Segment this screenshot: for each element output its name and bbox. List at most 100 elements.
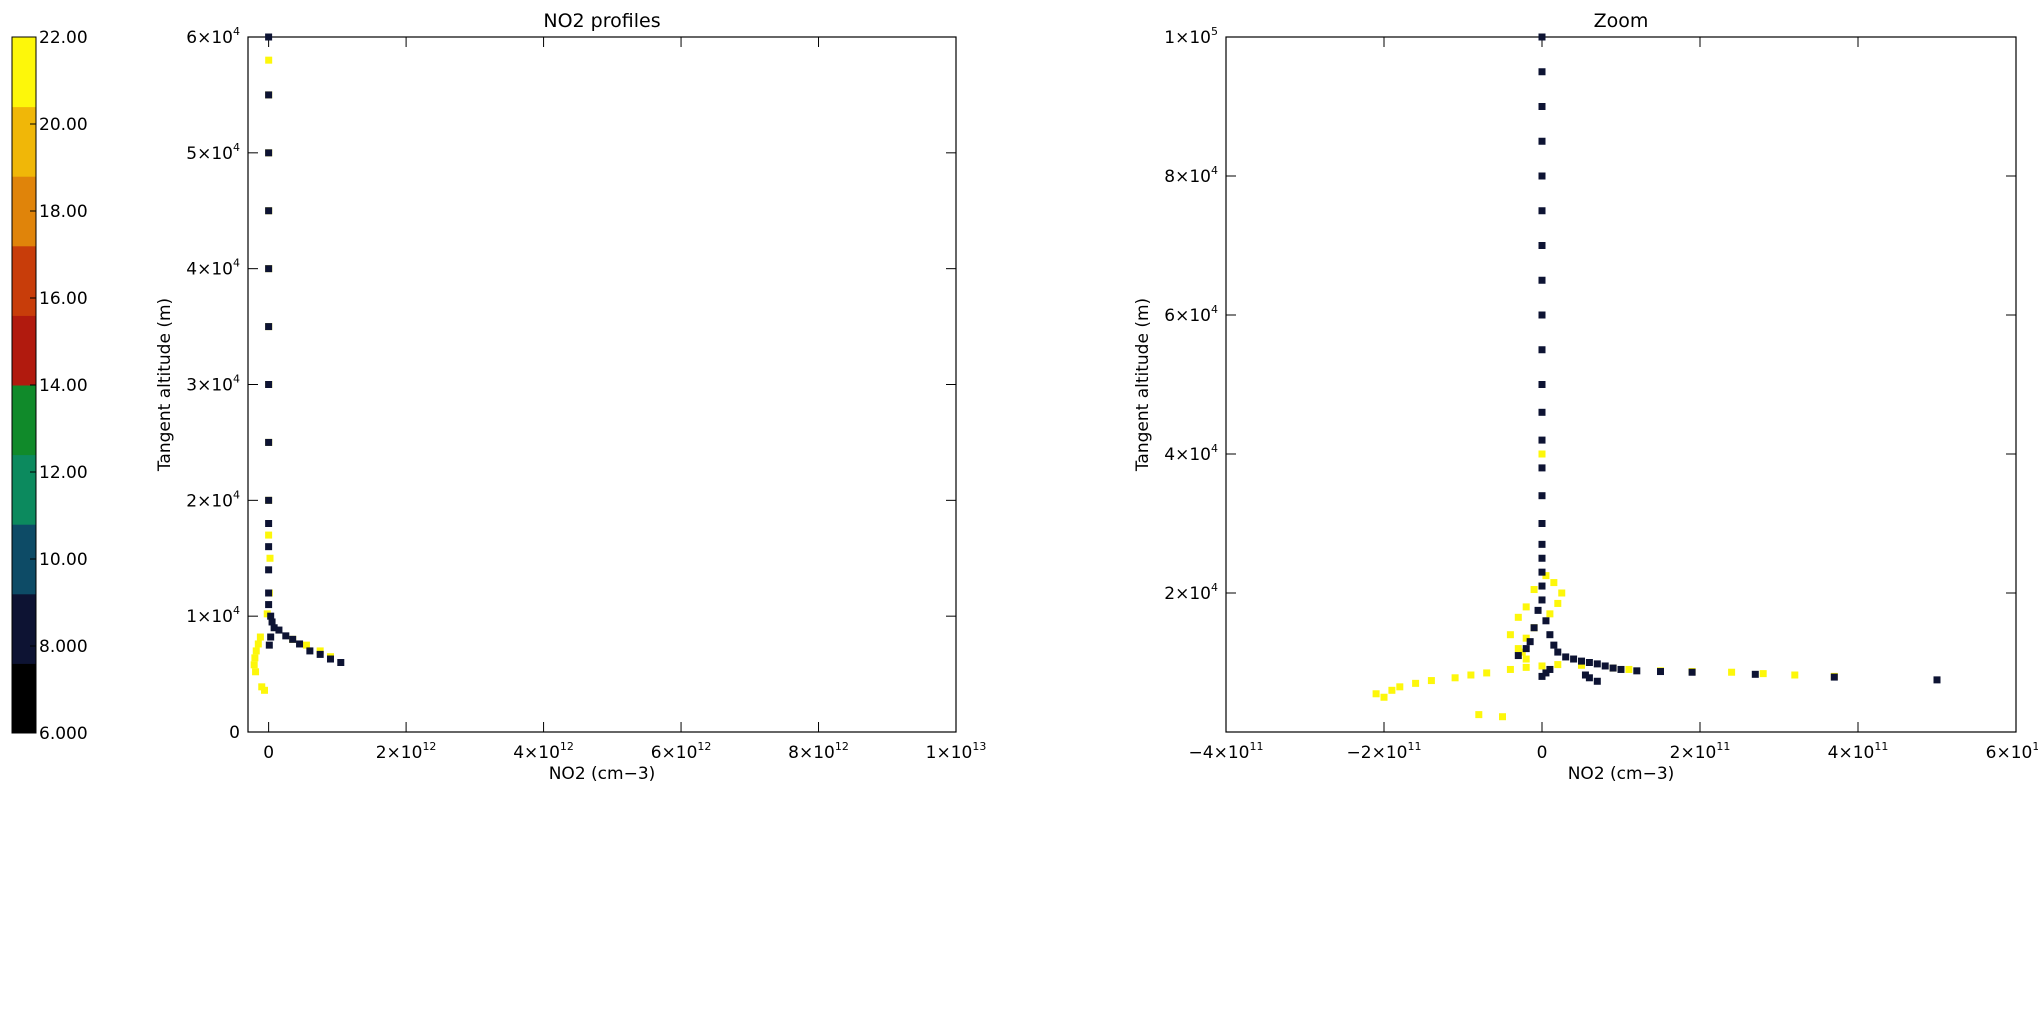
data-point [289,635,297,643]
data-point [1751,670,1759,678]
data-point [265,33,273,41]
colorbar-tick-label: 12.00 [39,463,88,483]
x-tick-label: 4×1011 [1828,740,1889,763]
y-tick-label-exponent: 4 [233,604,240,617]
colorbar-tick-label: 14.00 [39,376,88,396]
y-tick-label-exponent: 4 [1211,581,1218,594]
data-point [1688,668,1696,676]
data-point [1538,520,1546,527]
data-point [1625,665,1633,673]
data-point [1538,242,1546,249]
data-point [1538,554,1546,562]
y-tick-label: 8×104 [1164,164,1218,187]
data-point [1522,655,1530,663]
data-point [1633,667,1641,675]
x-tick-label-exponent: 11 [1874,740,1888,753]
data-point [1546,631,1554,639]
data-point [1546,610,1554,618]
x-tick-label: 0 [263,743,274,763]
y-tick-label-mantissa: 4×10 [1164,445,1211,465]
data-point [1538,450,1546,458]
data-point [1578,661,1585,669]
data-point [1522,663,1530,671]
y-tick-label-exponent: 4 [1211,442,1218,455]
data-point [267,633,275,641]
y-axis-label: Tangent altitude (m) [155,298,175,472]
data-point [265,531,273,539]
x-tick-label-exponent: 11 [1249,740,1263,753]
data-point [1759,670,1767,678]
data-point [1542,669,1550,677]
data-point [1538,408,1546,416]
data-point [1593,660,1601,668]
data-point [1538,381,1546,388]
colorbar: 6.000 8.000 10.00 12.00 14.00 16.00 18.00 20.00… [11,28,88,744]
x-tick-label-mantissa: 4×10 [513,743,560,763]
data-point [265,520,273,527]
plot-frame [1225,36,2017,733]
x-tick-label-exponent: 13 [972,740,986,753]
colorbar-tick-label: 22.00 [39,28,88,48]
data-point [1538,103,1546,110]
data-point [306,647,314,655]
x-tick-label-exponent: 11 [2032,740,2038,753]
y-tick-label: 1×105 [1164,25,1218,48]
x-tick-label: −2×1011 [1347,740,1422,763]
y-tick-label: 4×104 [1164,442,1218,465]
data-point [1526,638,1534,646]
x-tick-label-mantissa: 4×10 [1828,743,1875,763]
x-tick-label-mantissa: −4×10 [1189,743,1250,763]
y-tick-label-mantissa: 2×10 [1164,584,1211,604]
data-point [1558,589,1566,597]
x-tick-label-mantissa: 0 [263,743,274,763]
data-point [1538,596,1546,604]
data-point [1601,662,1609,670]
y-tick-label-mantissa: 6×10 [1164,306,1211,326]
y-axis-label: Tangent altitude (m) [1133,298,1153,472]
data-point [265,641,273,649]
data-point [1581,671,1589,679]
x-tick-label: 1×1013 [926,740,987,763]
y-tick-label: 4×104 [186,257,240,280]
data-point [265,438,273,446]
y-tick-label-mantissa: 5×10 [186,144,233,164]
data-point [1728,668,1736,676]
data-point [1506,631,1514,639]
data-point [256,633,264,641]
y-tick-label-mantissa: 4×10 [186,260,233,280]
data-point [282,632,290,640]
x-tick-label: −4×1011 [1189,740,1264,763]
y-tick-label-exponent: 4 [233,141,240,154]
data-point [1538,68,1546,76]
data-point [1475,711,1483,719]
y-tick-label: 6×104 [186,25,240,48]
data-point [1538,672,1546,680]
x-tick-label-mantissa: 8×10 [788,743,835,763]
x-tick-label-exponent: 12 [835,740,849,753]
data-point [1451,674,1459,682]
data-point [1522,603,1530,611]
y-tick-label-mantissa: 2×10 [186,491,233,511]
y-tick-label-exponent: 4 [233,25,240,38]
data-point [254,640,262,648]
data-point [316,650,324,658]
data-point [265,56,273,64]
data-point [1585,674,1593,682]
data-point [1380,693,1388,701]
colorbar-band [12,315,36,386]
data-point [1554,661,1562,669]
colorbar-tick-label: 18.00 [39,202,88,222]
data-point [250,661,258,669]
data-point [1427,677,1435,685]
data-point [260,686,268,694]
y-tick-label: 3×104 [186,373,240,396]
data-point [1538,137,1546,145]
data-point [337,659,345,666]
x-tick-label: 0 [1537,743,1548,763]
y-tick-label-exponent: 4 [1211,303,1218,316]
data-point [1538,33,1546,41]
data-point [252,647,260,655]
data-point [296,640,304,648]
x-tick-label-mantissa: 6×10 [651,743,698,763]
